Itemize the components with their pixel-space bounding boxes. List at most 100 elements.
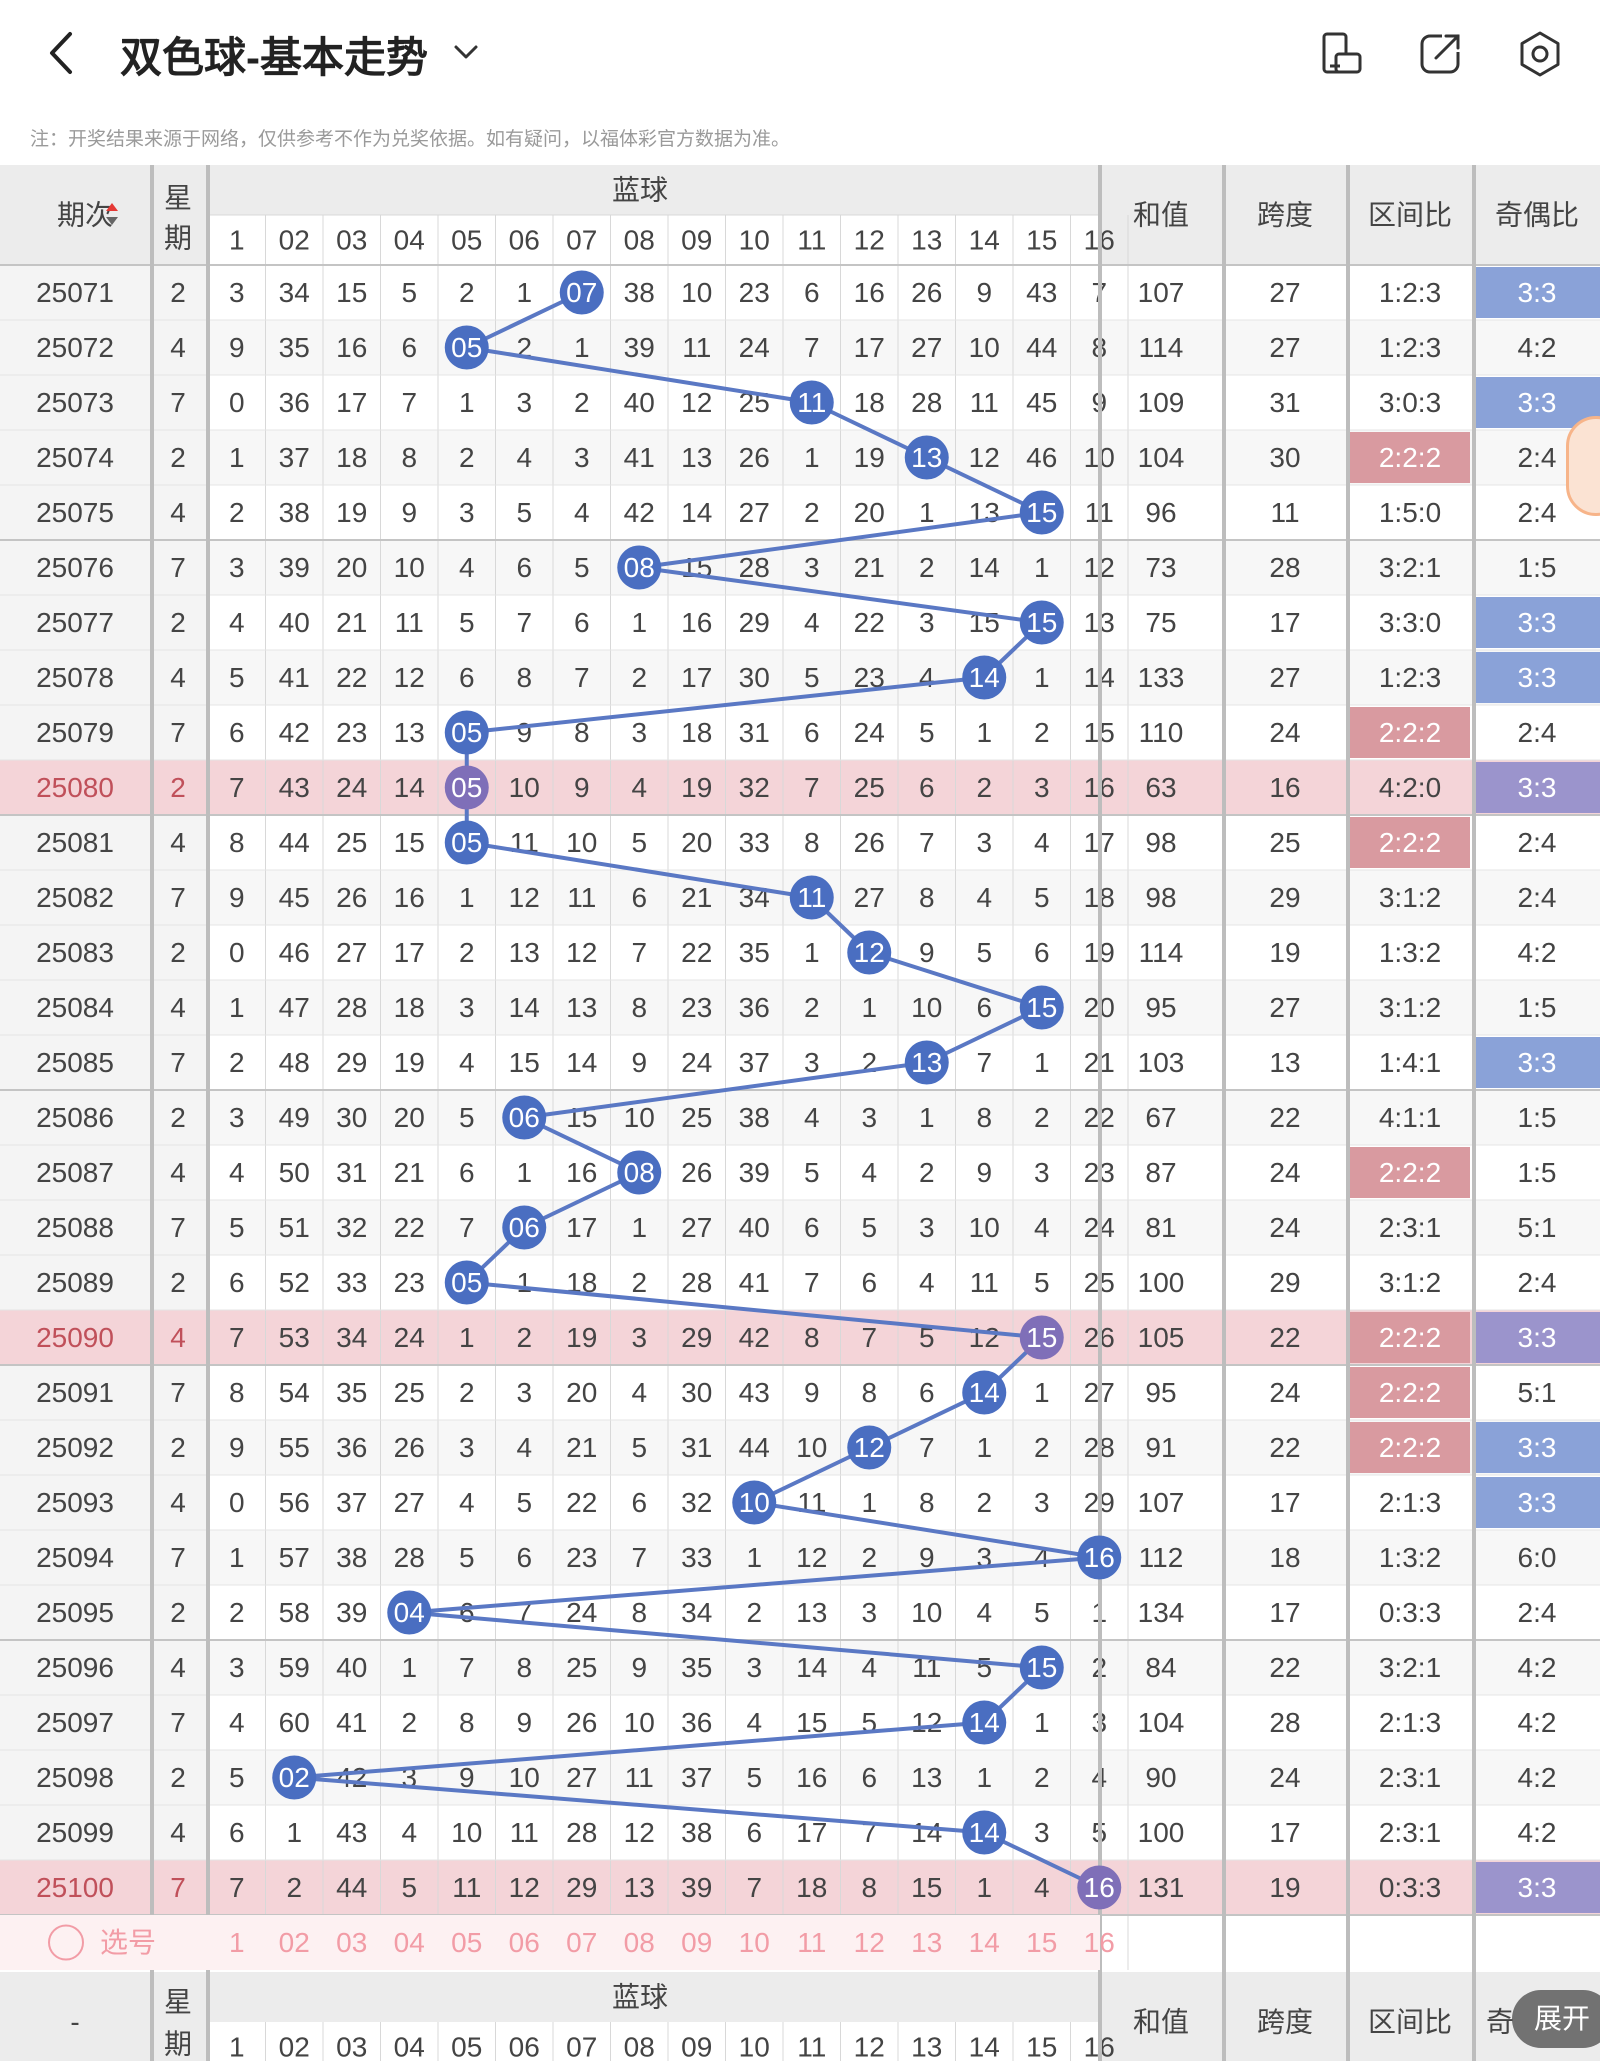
- expand-button[interactable]: 展开: [1512, 1990, 1600, 2048]
- blue-ball[interactable]: 05: [444, 765, 489, 810]
- table-row[interactable]: 2509774604128926103641551213104282:1:34:…: [0, 1695, 1600, 1750]
- blue-ball[interactable]: 13: [904, 1040, 949, 1085]
- select-number-row[interactable]: 选号 1 02 03 04 05 06 07 08 09 10 11 12 13 14 15 16: [0, 1915, 1115, 1970]
- table-row[interactable]: 2508623493020515102538431822267224:1:11:…: [0, 1090, 1600, 1145]
- blue-miss-count-cell: 7: [976, 1047, 992, 1078]
- blue-ball[interactable]: 06: [502, 1205, 547, 1250]
- blue-ball[interactable]: 11: [789, 380, 834, 425]
- blue-ball[interactable]: 12: [847, 930, 892, 975]
- table-row[interactable]: 250952258396724834213310451134170:3:32:4: [0, 1585, 1600, 1640]
- floating-promo-badge[interactable]: [1566, 416, 1600, 516]
- table-row[interactable]: 2507673392010465152832121411273283:2:11:…: [0, 540, 1600, 595]
- blue-miss-count-cell: 43: [279, 772, 310, 803]
- blue-ball[interactable]: 05: [444, 820, 489, 865]
- table-row[interactable]: 250982542391027113751661312490242:3:14:2: [0, 1750, 1600, 1805]
- blue-ball[interactable]: 14: [962, 1810, 1007, 1855]
- blue-ball[interactable]: 06: [502, 1095, 547, 1140]
- table-row[interactable]: 250724935166213911247172710448114271:2:3…: [0, 320, 1600, 375]
- table-row[interactable]: 25090475334241219329428751226105222:2:23…: [0, 1310, 1600, 1365]
- blue-number-header: 11: [797, 225, 826, 256]
- zone-ratio-cell: 3:1:2: [1379, 882, 1441, 913]
- table-row[interactable]: 2508875513222717127406531042481242:3:15:…: [0, 1200, 1600, 1255]
- blue-ball[interactable]: 02: [272, 1755, 317, 1800]
- blue-ball[interactable]: 13: [904, 435, 949, 480]
- blue-miss-count-cell: 44: [279, 827, 310, 858]
- blue-ball[interactable]: 14: [962, 1370, 1007, 1415]
- blue-ball[interactable]: 07: [559, 270, 604, 315]
- blue-miss-count-cell: 7: [919, 827, 935, 858]
- blue-ball-circle: [444, 710, 489, 755]
- blue-miss-count-cell: 8: [516, 1652, 532, 1683]
- blue-ball[interactable]: 10: [732, 1480, 777, 1525]
- data-source-notice: 注：开奖结果来源于网络，仅供参考不作为兑奖依据。如有疑问，以福体彩官方数据为准。: [30, 129, 791, 150]
- table-row[interactable]: 250917854352523204304398612795242:2:25:1: [0, 1365, 1600, 1420]
- table-row[interactable]: 25085724829194151492437327121103131:4:13…: [0, 1035, 1600, 1090]
- table-row[interactable]: 25100 7 7 2 44 5 11 12 29 13 39 7 18 8 15 1 4 131 19 0:3:3 3…: [0, 1860, 1600, 1915]
- chevron-down-icon[interactable]: [448, 32, 484, 72]
- table-row[interactable]: 25096435940178259353144115284223:2:14:2: [0, 1640, 1600, 1695]
- sort-desc-icon[interactable]: [106, 217, 118, 225]
- blue-ball[interactable]: 14: [962, 1700, 1007, 1745]
- blue-ball[interactable]: 08: [617, 545, 662, 590]
- blue-ball[interactable]: 12: [847, 1425, 892, 1470]
- table-row[interactable]: 25089265233231182284176411525100293:1:22…: [0, 1255, 1600, 1310]
- table-row[interactable]: 250874450312161162639542932387242:2:21:5: [0, 1145, 1600, 1200]
- period-cell: 25082: [36, 882, 114, 913]
- blue-miss-count-cell: 5: [229, 1762, 245, 1793]
- footer-blue-number-header: 06: [509, 2032, 540, 2061]
- blue-miss-count-cell: 40: [624, 387, 655, 418]
- odd-even-cell: 2:4: [1518, 827, 1557, 858]
- blue-ball-circle: [617, 545, 662, 590]
- table-row[interactable]: 2508027432414109419327256231663164:2:03:…: [0, 760, 1600, 815]
- odd-even-cell: 3:3: [1518, 387, 1557, 418]
- period-cell: 25098: [36, 1762, 114, 1793]
- select-number-option: 12: [854, 1927, 885, 1958]
- phone-rotate-icon[interactable]: [1316, 28, 1368, 80]
- page-title[interactable]: 双色球-基本走势: [120, 34, 428, 81]
- blue-miss-count-cell: 1: [229, 992, 245, 1023]
- blue-ball-number: 08: [624, 1157, 655, 1188]
- blue-ball[interactable]: 15: [1019, 600, 1064, 645]
- blue-ball[interactable]: 04: [387, 1590, 432, 1635]
- blue-miss-count-cell: 18: [796, 1872, 827, 1903]
- settings-icon[interactable]: [1514, 28, 1566, 80]
- blue-ball[interactable]: 11: [789, 875, 834, 920]
- share-icon[interactable]: [1414, 28, 1466, 80]
- table-row[interactable]: 2507976422313983183162451215110242:2:22:…: [0, 705, 1600, 760]
- blue-ball[interactable]: 05: [444, 325, 489, 370]
- blue-miss-count-cell: 10: [451, 1817, 482, 1848]
- table-row[interactable]: 2507724402111576116294223151375173:3:03:…: [0, 595, 1600, 650]
- table-row[interactable]: 2507542381993544214272201131196111:5:02:…: [0, 485, 1600, 540]
- blue-ball[interactable]: 08: [617, 1150, 662, 1195]
- blue-ball[interactable]: 15: [1019, 985, 1064, 1030]
- blue-ball-number: 14: [969, 1817, 1000, 1848]
- blue-ball[interactable]: 15: [1019, 1645, 1064, 1690]
- blue-ball[interactable]: 05: [444, 1260, 489, 1305]
- table-row[interactable]: 25081484425151110520338267341798252:2:22…: [0, 815, 1600, 870]
- table-row[interactable]: 25099461434101128123861771435100172:3:14…: [0, 1805, 1600, 1860]
- table-row[interactable]: 2509229553626342153144107122891222:2:23:…: [0, 1420, 1600, 1475]
- table-row[interactable]: 25094 7 1 57 38 28 5 6 23 7 33 1 12 2 9 3 4 112 18 1:3:2 6:0: [0, 1530, 1600, 1585]
- back-arrow-icon[interactable]: [40, 28, 84, 78]
- blue-miss-count-cell: 3: [229, 277, 245, 308]
- table-row[interactable]: 25083204627172131272235195619114191:3:24…: [0, 925, 1600, 980]
- blue-miss-count-cell: 4: [516, 442, 532, 473]
- column-header-zone: 区间比: [1368, 200, 1452, 231]
- select-radio-icon[interactable]: [48, 1924, 84, 1961]
- blue-ball[interactable]: 15: [1019, 1315, 1064, 1360]
- sort-asc-icon[interactable]: [106, 203, 118, 211]
- table-row[interactable]: 2509340563727452263211182329107172:1:33:…: [0, 1475, 1600, 1530]
- blue-ball[interactable]: 05: [444, 710, 489, 755]
- table-row[interactable]: 25084414728183141382336211062095273:1:21…: [0, 980, 1600, 1035]
- blue-ball[interactable]: 15: [1019, 490, 1064, 535]
- select-number-option: 15: [1026, 1927, 1057, 1958]
- table-row[interactable]: 250742137188243411326119124610104302:2:2…: [0, 430, 1600, 485]
- blue-ball[interactable]: 14: [962, 655, 1007, 700]
- blue-miss-count-cell: 1: [1034, 662, 1050, 693]
- blue-ball[interactable]: 16: [1077, 1535, 1122, 1580]
- blue-miss-count-cell: 20: [336, 552, 367, 583]
- blue-ball[interactable]: 16: [1077, 1865, 1122, 1910]
- zone-ratio-cell: 3:0:3: [1379, 387, 1441, 418]
- table-row[interactable]: 25071233415521381023616269437107271:2:33…: [0, 265, 1600, 320]
- zone-ratio-cell: 3:1:2: [1379, 1267, 1441, 1298]
